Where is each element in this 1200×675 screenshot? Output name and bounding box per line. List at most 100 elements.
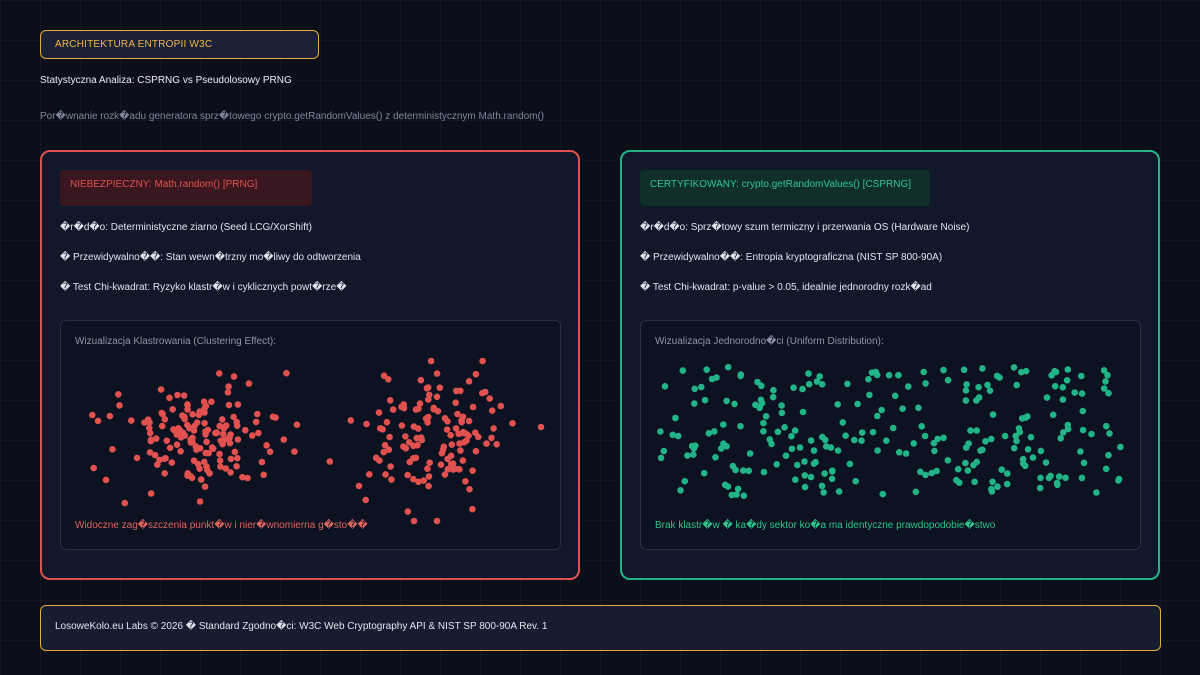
cluster-point (440, 443, 448, 450)
uniform-point (801, 472, 809, 479)
cluster-point (231, 448, 239, 456)
uniform-point (703, 366, 710, 373)
uniform-point (912, 488, 920, 496)
uniform-point (1063, 377, 1071, 384)
cluster-point (244, 474, 251, 482)
cluster-point (179, 412, 186, 419)
uniform-point (731, 400, 738, 408)
clustering-visualization: Wizualizacja Klastrowania (Clustering Ef… (60, 320, 561, 550)
uniform-point (773, 461, 780, 468)
uniform-point (879, 490, 887, 498)
uniform-point (1080, 459, 1088, 467)
cluster-point (189, 411, 196, 418)
uniform-point (801, 458, 808, 465)
cluster-point (415, 478, 422, 486)
uniform-point (1077, 448, 1084, 455)
uniform-point (674, 432, 682, 440)
cluster-point (457, 447, 464, 454)
uniform-point (758, 382, 765, 390)
cluster-point (417, 376, 425, 384)
uniform-point (698, 383, 705, 391)
uniform-point (1106, 430, 1113, 437)
uniform-point (962, 387, 970, 394)
uniform-point (796, 444, 804, 451)
cluster-point (387, 463, 394, 470)
section-badge: ARCHITEKTURA ENTROPII W3C (40, 30, 319, 59)
cluster-point (242, 426, 249, 434)
cluster-point (190, 427, 198, 434)
uniform-point (807, 437, 815, 444)
uniform-point (691, 400, 698, 407)
cluster-point (449, 460, 457, 467)
cluster-point (128, 417, 135, 424)
uniform-point (657, 428, 664, 435)
uniform-point (701, 396, 709, 404)
uniform-point (757, 396, 765, 404)
uniform-point (791, 427, 799, 434)
cluster-point (205, 449, 212, 457)
cluster-point (184, 406, 191, 413)
uniform-point (737, 422, 744, 430)
uniform-point (1105, 451, 1112, 459)
cluster-point (389, 406, 397, 413)
uniform-point (839, 419, 847, 426)
cluster-point (201, 483, 209, 490)
uniform-point (1102, 465, 1110, 473)
uniform-point (960, 366, 968, 374)
cluster-point (173, 441, 181, 448)
cluster-point (170, 426, 177, 433)
uniform-point (1071, 389, 1078, 396)
uniform-point (805, 370, 812, 377)
uniform-point (822, 443, 830, 450)
uniform-point (760, 468, 768, 476)
uniform-point (996, 374, 1003, 381)
uniform-point (1013, 437, 1020, 445)
cluster-point (184, 421, 191, 429)
cluster-point (203, 463, 210, 470)
uniform-point (1078, 372, 1085, 380)
uniform-point (1079, 426, 1087, 434)
cluster-point (156, 456, 163, 464)
uniform-point (1037, 474, 1044, 482)
cluster-point (452, 425, 460, 432)
uniform-point (834, 447, 842, 454)
cluster-point (202, 431, 209, 438)
cluster-point (141, 419, 148, 426)
cluster-point (133, 454, 141, 462)
cluster-point (420, 477, 428, 484)
uniform-point (810, 447, 818, 454)
uniform-point (956, 479, 963, 486)
uniform-point (1054, 481, 1061, 489)
uniform-point (721, 481, 729, 489)
cluster-point (227, 469, 234, 476)
uniform-point (944, 457, 952, 464)
uniform-point (1055, 473, 1063, 480)
uniform-point (874, 412, 881, 420)
cluster-point (462, 478, 469, 485)
uniform-point (988, 488, 996, 495)
cluster-point (234, 401, 242, 408)
uniform-point (711, 428, 718, 435)
insecure-tag: NIEBEZPIECZNY: Math.random() [PRNG] (60, 170, 312, 206)
uniform-point (724, 363, 732, 371)
cluster-point (225, 383, 232, 390)
uniform-point (889, 424, 897, 432)
cluster-point (375, 409, 383, 416)
cluster-point (102, 476, 110, 484)
uniform-point (816, 373, 823, 380)
page-subtitle: Por�wnanie rozk�adu generatora sprz�towe… (40, 111, 545, 122)
uniform-point (1115, 477, 1122, 484)
cluster-point (425, 396, 432, 403)
secure-tag: CERTYFIKOWANY: crypto.getRandomValues() … (640, 170, 930, 206)
uniform-point (1059, 384, 1067, 391)
uniform-point (1100, 385, 1108, 392)
cluster-point (255, 429, 262, 437)
uniform-point (1004, 470, 1011, 477)
uniform-point (807, 473, 815, 481)
cluster-point (416, 400, 424, 407)
cluster-point (466, 485, 473, 493)
uniform-point (1078, 390, 1086, 397)
uniform-point (1022, 367, 1030, 375)
uniform-point (1024, 413, 1031, 420)
uniform-point (982, 438, 989, 445)
